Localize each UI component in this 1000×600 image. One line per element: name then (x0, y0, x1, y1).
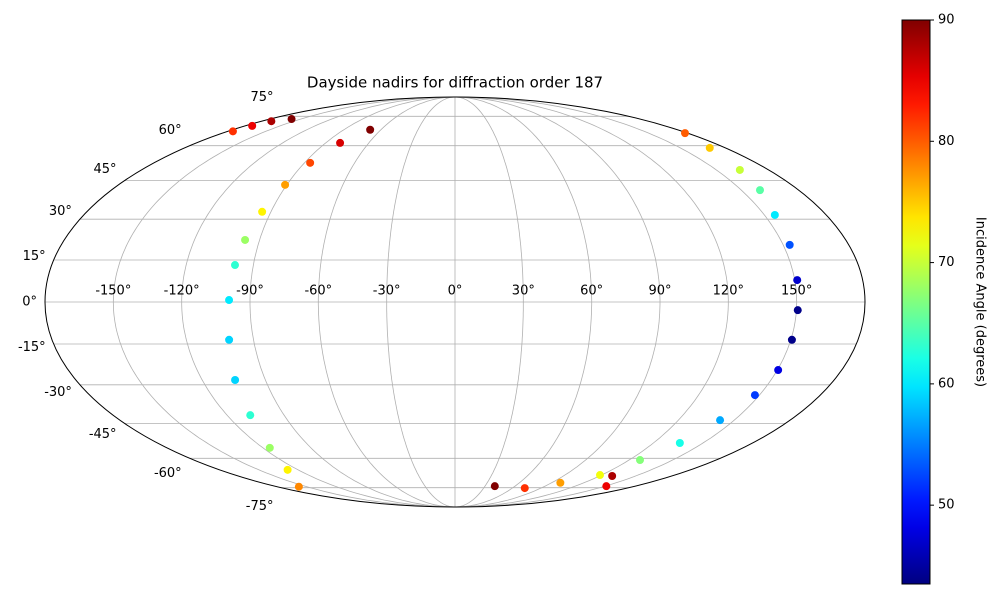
data-point (306, 158, 315, 167)
colorbar-tick-label: 50 (938, 498, 955, 513)
data-point (793, 306, 802, 315)
y-tick-label: -15° (18, 340, 46, 355)
x-tick-label: 30° (512, 284, 535, 299)
grid-line (454, 96, 798, 508)
data-point (602, 482, 611, 491)
map-outline (44, 96, 866, 508)
data-point (681, 129, 690, 138)
x-tick-label: -90° (236, 284, 264, 299)
data-point (787, 335, 796, 344)
colorbar-tick-label: 90 (938, 13, 955, 28)
colorbar-label: Incidence Angle (degrees) (973, 217, 988, 387)
data-point (735, 165, 744, 174)
data-point (283, 465, 292, 474)
y-tick-label: -45° (89, 427, 117, 442)
colorbar-tick-label: 60 (938, 376, 955, 391)
data-point (675, 439, 684, 448)
data-point (231, 376, 240, 385)
y-tick-label: -60° (154, 466, 182, 481)
grid-line (112, 96, 456, 508)
data-point (520, 484, 529, 493)
y-tick-label: 45° (94, 162, 117, 177)
grid-line (454, 96, 661, 508)
y-tick-label: 0° (22, 295, 37, 310)
grid-line (181, 96, 456, 508)
colorbar-tick-label: 70 (938, 255, 955, 270)
grid-line (386, 96, 456, 508)
data-point (287, 115, 296, 124)
x-tick-label: -60° (304, 284, 332, 299)
x-tick-label: -150° (95, 284, 131, 299)
data-point (793, 276, 802, 285)
data-point (225, 335, 234, 344)
colorbar (901, 19, 931, 585)
data-point (336, 138, 345, 147)
data-point (774, 366, 783, 375)
x-tick-label: 90° (648, 284, 671, 299)
grid-line (317, 96, 456, 508)
grid-line (454, 96, 593, 508)
data-point (490, 482, 499, 491)
grid-line (249, 96, 456, 508)
data-point (225, 296, 234, 305)
data-point (366, 125, 375, 134)
data-point (258, 207, 267, 216)
grid-line (454, 96, 729, 508)
grid-line (454, 96, 524, 508)
data-point (248, 121, 257, 130)
x-tick-label: 0° (448, 284, 463, 299)
data-point (265, 443, 274, 452)
x-tick-label: -30° (373, 284, 401, 299)
data-point (281, 180, 290, 189)
x-tick-label: 120° (713, 284, 744, 299)
x-tick-label: 150° (781, 284, 812, 299)
data-point (230, 261, 239, 270)
y-tick-label: 60° (159, 123, 182, 138)
x-tick-label: -120° (164, 284, 200, 299)
data-point (716, 416, 725, 425)
data-point (595, 471, 604, 480)
x-tick-label: 60° (580, 284, 603, 299)
data-point (608, 472, 617, 481)
y-tick-label: 15° (23, 249, 46, 264)
y-tick-label: 75° (250, 90, 273, 105)
data-point (755, 186, 764, 195)
y-tick-label: -30° (44, 385, 72, 400)
data-point (267, 117, 276, 126)
data-point (294, 482, 303, 491)
y-tick-label: 30° (49, 204, 72, 219)
data-point (636, 456, 645, 465)
chart-title: Dayside nadirs for diffraction order 187 (307, 74, 603, 92)
data-point (705, 143, 714, 152)
colorbar-tick-label: 80 (938, 134, 955, 149)
data-point (750, 391, 759, 400)
data-point (246, 411, 255, 420)
data-point (770, 210, 779, 219)
data-point (228, 127, 237, 136)
y-tick-label: -75° (246, 499, 274, 514)
data-point (785, 240, 794, 249)
data-point (556, 478, 565, 487)
data-point (241, 235, 250, 244)
